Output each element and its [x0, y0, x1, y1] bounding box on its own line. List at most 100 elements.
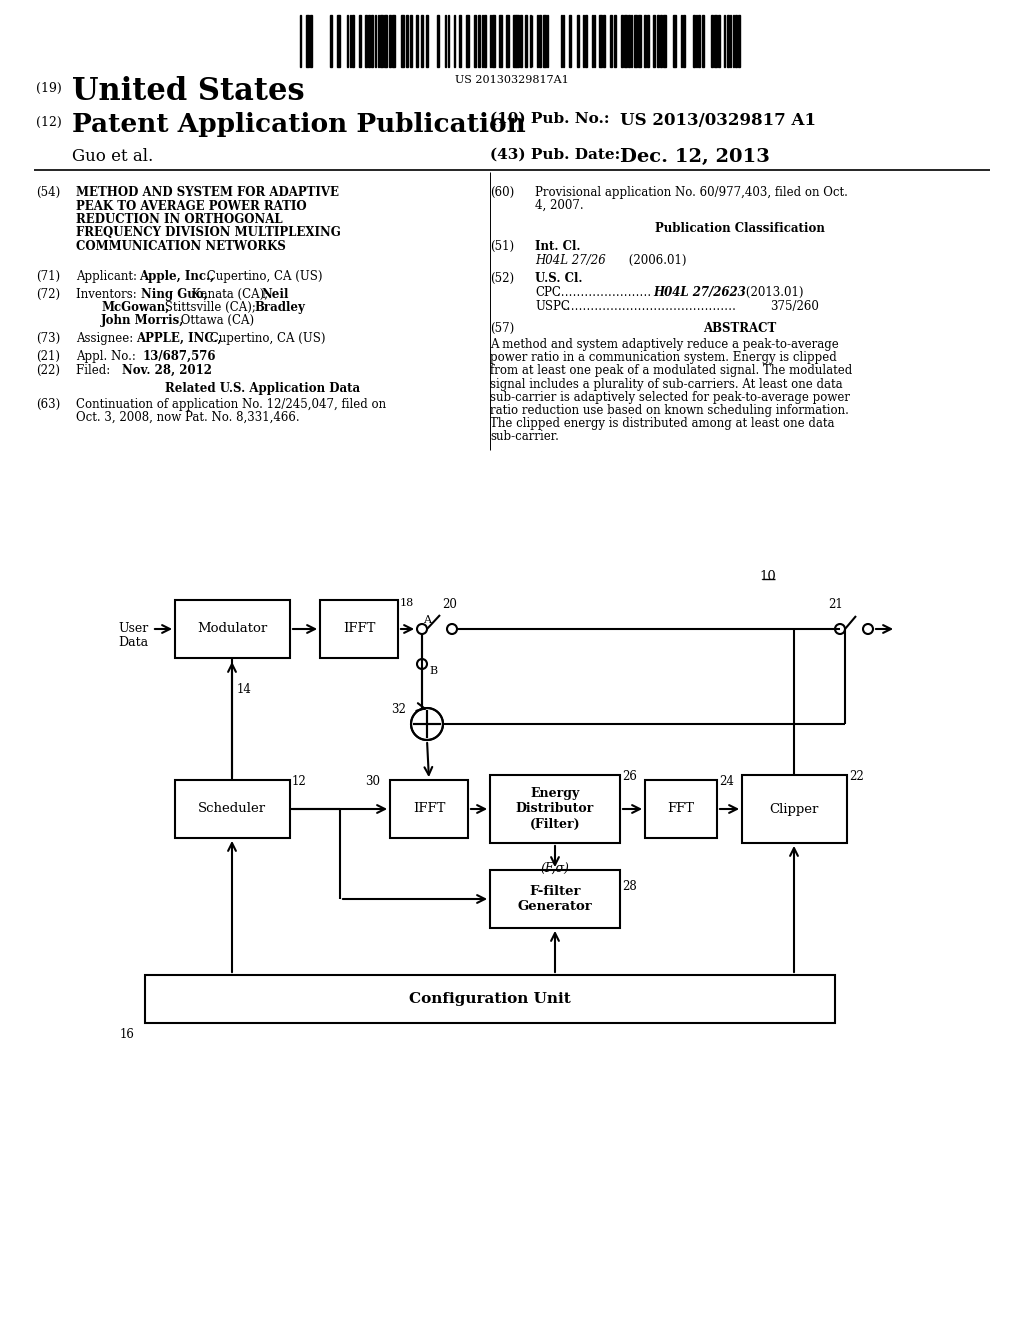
Bar — [624, 15, 627, 67]
Bar — [727, 15, 729, 67]
Bar — [337, 15, 340, 67]
Bar — [506, 15, 509, 67]
Text: COMMUNICATION NETWORKS: COMMUNICATION NETWORKS — [76, 240, 286, 253]
Text: 10: 10 — [760, 570, 776, 583]
Text: A: A — [423, 615, 431, 624]
Bar — [702, 15, 705, 67]
Text: H04L 27/2623: H04L 27/2623 — [653, 286, 745, 300]
Bar — [378, 15, 379, 67]
Text: 16: 16 — [120, 1028, 135, 1041]
Text: 21: 21 — [828, 598, 843, 611]
Text: APPLE, INC.,: APPLE, INC., — [136, 333, 222, 345]
Text: 20: 20 — [442, 598, 457, 611]
Bar — [410, 15, 413, 67]
Text: F-filter
Generator: F-filter Generator — [517, 884, 592, 913]
Text: Ottawa (CA): Ottawa (CA) — [177, 314, 254, 327]
Text: Guo et al.: Guo et al. — [72, 148, 154, 165]
Text: U.S. Cl.: U.S. Cl. — [535, 272, 583, 285]
Text: PEAK TO AVERAGE POWER RATIO: PEAK TO AVERAGE POWER RATIO — [76, 199, 306, 213]
Text: ABSTRACT: ABSTRACT — [703, 322, 776, 335]
Bar — [482, 15, 483, 67]
Text: Ning Guo,: Ning Guo, — [141, 288, 208, 301]
Bar — [347, 15, 348, 67]
Text: United States: United States — [72, 77, 304, 107]
Bar — [447, 15, 449, 67]
Bar — [500, 15, 502, 67]
Bar — [352, 15, 354, 67]
Bar — [629, 15, 630, 67]
Bar — [372, 15, 373, 67]
Bar — [145, 975, 835, 1023]
Bar — [524, 15, 527, 67]
Bar — [365, 15, 368, 67]
Bar — [310, 15, 312, 67]
Text: Kanata (CA);: Kanata (CA); — [188, 288, 274, 301]
Text: from at least one peak of a modulated signal. The modulated: from at least one peak of a modulated si… — [490, 364, 852, 378]
Bar — [331, 15, 333, 67]
Text: Applicant:: Applicant: — [76, 271, 143, 282]
Bar — [513, 15, 515, 67]
Bar — [646, 15, 649, 67]
Bar — [577, 15, 579, 67]
Bar — [730, 15, 731, 67]
Bar — [724, 15, 725, 67]
Text: ratio reduction use based on known scheduling information.: ratio reduction use based on known sched… — [490, 404, 849, 417]
Bar — [493, 15, 496, 67]
Bar — [735, 15, 736, 67]
Bar — [540, 15, 542, 67]
Text: Int. Cl.: Int. Cl. — [535, 240, 581, 253]
Text: 30: 30 — [365, 775, 380, 788]
Text: Assignee:: Assignee: — [76, 333, 139, 345]
Bar — [568, 15, 571, 67]
Text: FREQUENCY DIVISION MULTIPLEXING: FREQUENCY DIVISION MULTIPLEXING — [76, 227, 341, 239]
Bar — [718, 15, 721, 67]
Text: Publication Classification: Publication Classification — [655, 222, 825, 235]
Text: Cupertino, CA (US): Cupertino, CA (US) — [206, 333, 326, 345]
Text: REDUCTION IN ORTHOGONAL: REDUCTION IN ORTHOGONAL — [76, 213, 283, 226]
Bar — [683, 15, 685, 67]
Text: signal includes a plurality of sub-carriers. At least one data: signal includes a plurality of sub-carri… — [490, 378, 843, 391]
Text: power ratio in a communication system. Energy is clipped: power ratio in a communication system. E… — [490, 351, 837, 364]
Bar — [388, 15, 390, 67]
Bar — [489, 15, 490, 67]
Bar — [613, 15, 616, 67]
Text: Filed:: Filed: — [76, 364, 145, 378]
Bar — [583, 15, 584, 67]
Text: FFT: FFT — [668, 803, 694, 816]
Bar — [516, 15, 518, 67]
Bar — [563, 15, 564, 67]
Bar — [520, 15, 522, 67]
Text: H04L 27/26: H04L 27/26 — [535, 253, 606, 267]
Text: 32: 32 — [391, 704, 406, 715]
Bar — [349, 15, 351, 67]
Text: IFFT: IFFT — [413, 803, 445, 816]
Text: User: User — [118, 622, 148, 635]
Bar — [664, 15, 666, 67]
Bar — [673, 15, 676, 67]
Bar — [175, 601, 290, 657]
Text: (22): (22) — [36, 364, 60, 378]
Bar — [634, 15, 637, 67]
Bar — [459, 15, 461, 67]
Text: (72): (72) — [36, 288, 60, 301]
Bar — [490, 775, 620, 843]
Bar — [390, 780, 468, 838]
Bar — [714, 15, 717, 67]
Text: Appl. No.:: Appl. No.: — [76, 350, 141, 363]
Text: Oct. 3, 2008, now Pat. No. 8,331,466.: Oct. 3, 2008, now Pat. No. 8,331,466. — [76, 411, 300, 424]
Bar — [644, 15, 646, 67]
Text: 13/687,576: 13/687,576 — [143, 350, 216, 363]
Text: Continuation of application No. 12/245,047, filed on: Continuation of application No. 12/245,0… — [76, 399, 386, 411]
Text: (43) Pub. Date:: (43) Pub. Date: — [490, 148, 621, 162]
Text: (51): (51) — [490, 240, 514, 253]
Text: (63): (63) — [36, 399, 60, 411]
Bar — [490, 870, 620, 928]
Text: Neil: Neil — [261, 288, 289, 301]
Bar — [609, 15, 612, 67]
Text: 14: 14 — [237, 682, 252, 696]
Bar — [406, 15, 409, 67]
Text: A method and system adaptively reduce a peak-to-average: A method and system adaptively reduce a … — [490, 338, 839, 351]
Text: ‥‥‥‥‥‥‥‥‥‥‥‥‥‥‥‥‥‥‥‥‥‥: ‥‥‥‥‥‥‥‥‥‥‥‥‥‥‥‥‥‥‥‥‥‥ — [559, 300, 736, 313]
Text: Related U.S. Application Data: Related U.S. Application Data — [166, 381, 360, 395]
Text: (60): (60) — [490, 186, 514, 199]
